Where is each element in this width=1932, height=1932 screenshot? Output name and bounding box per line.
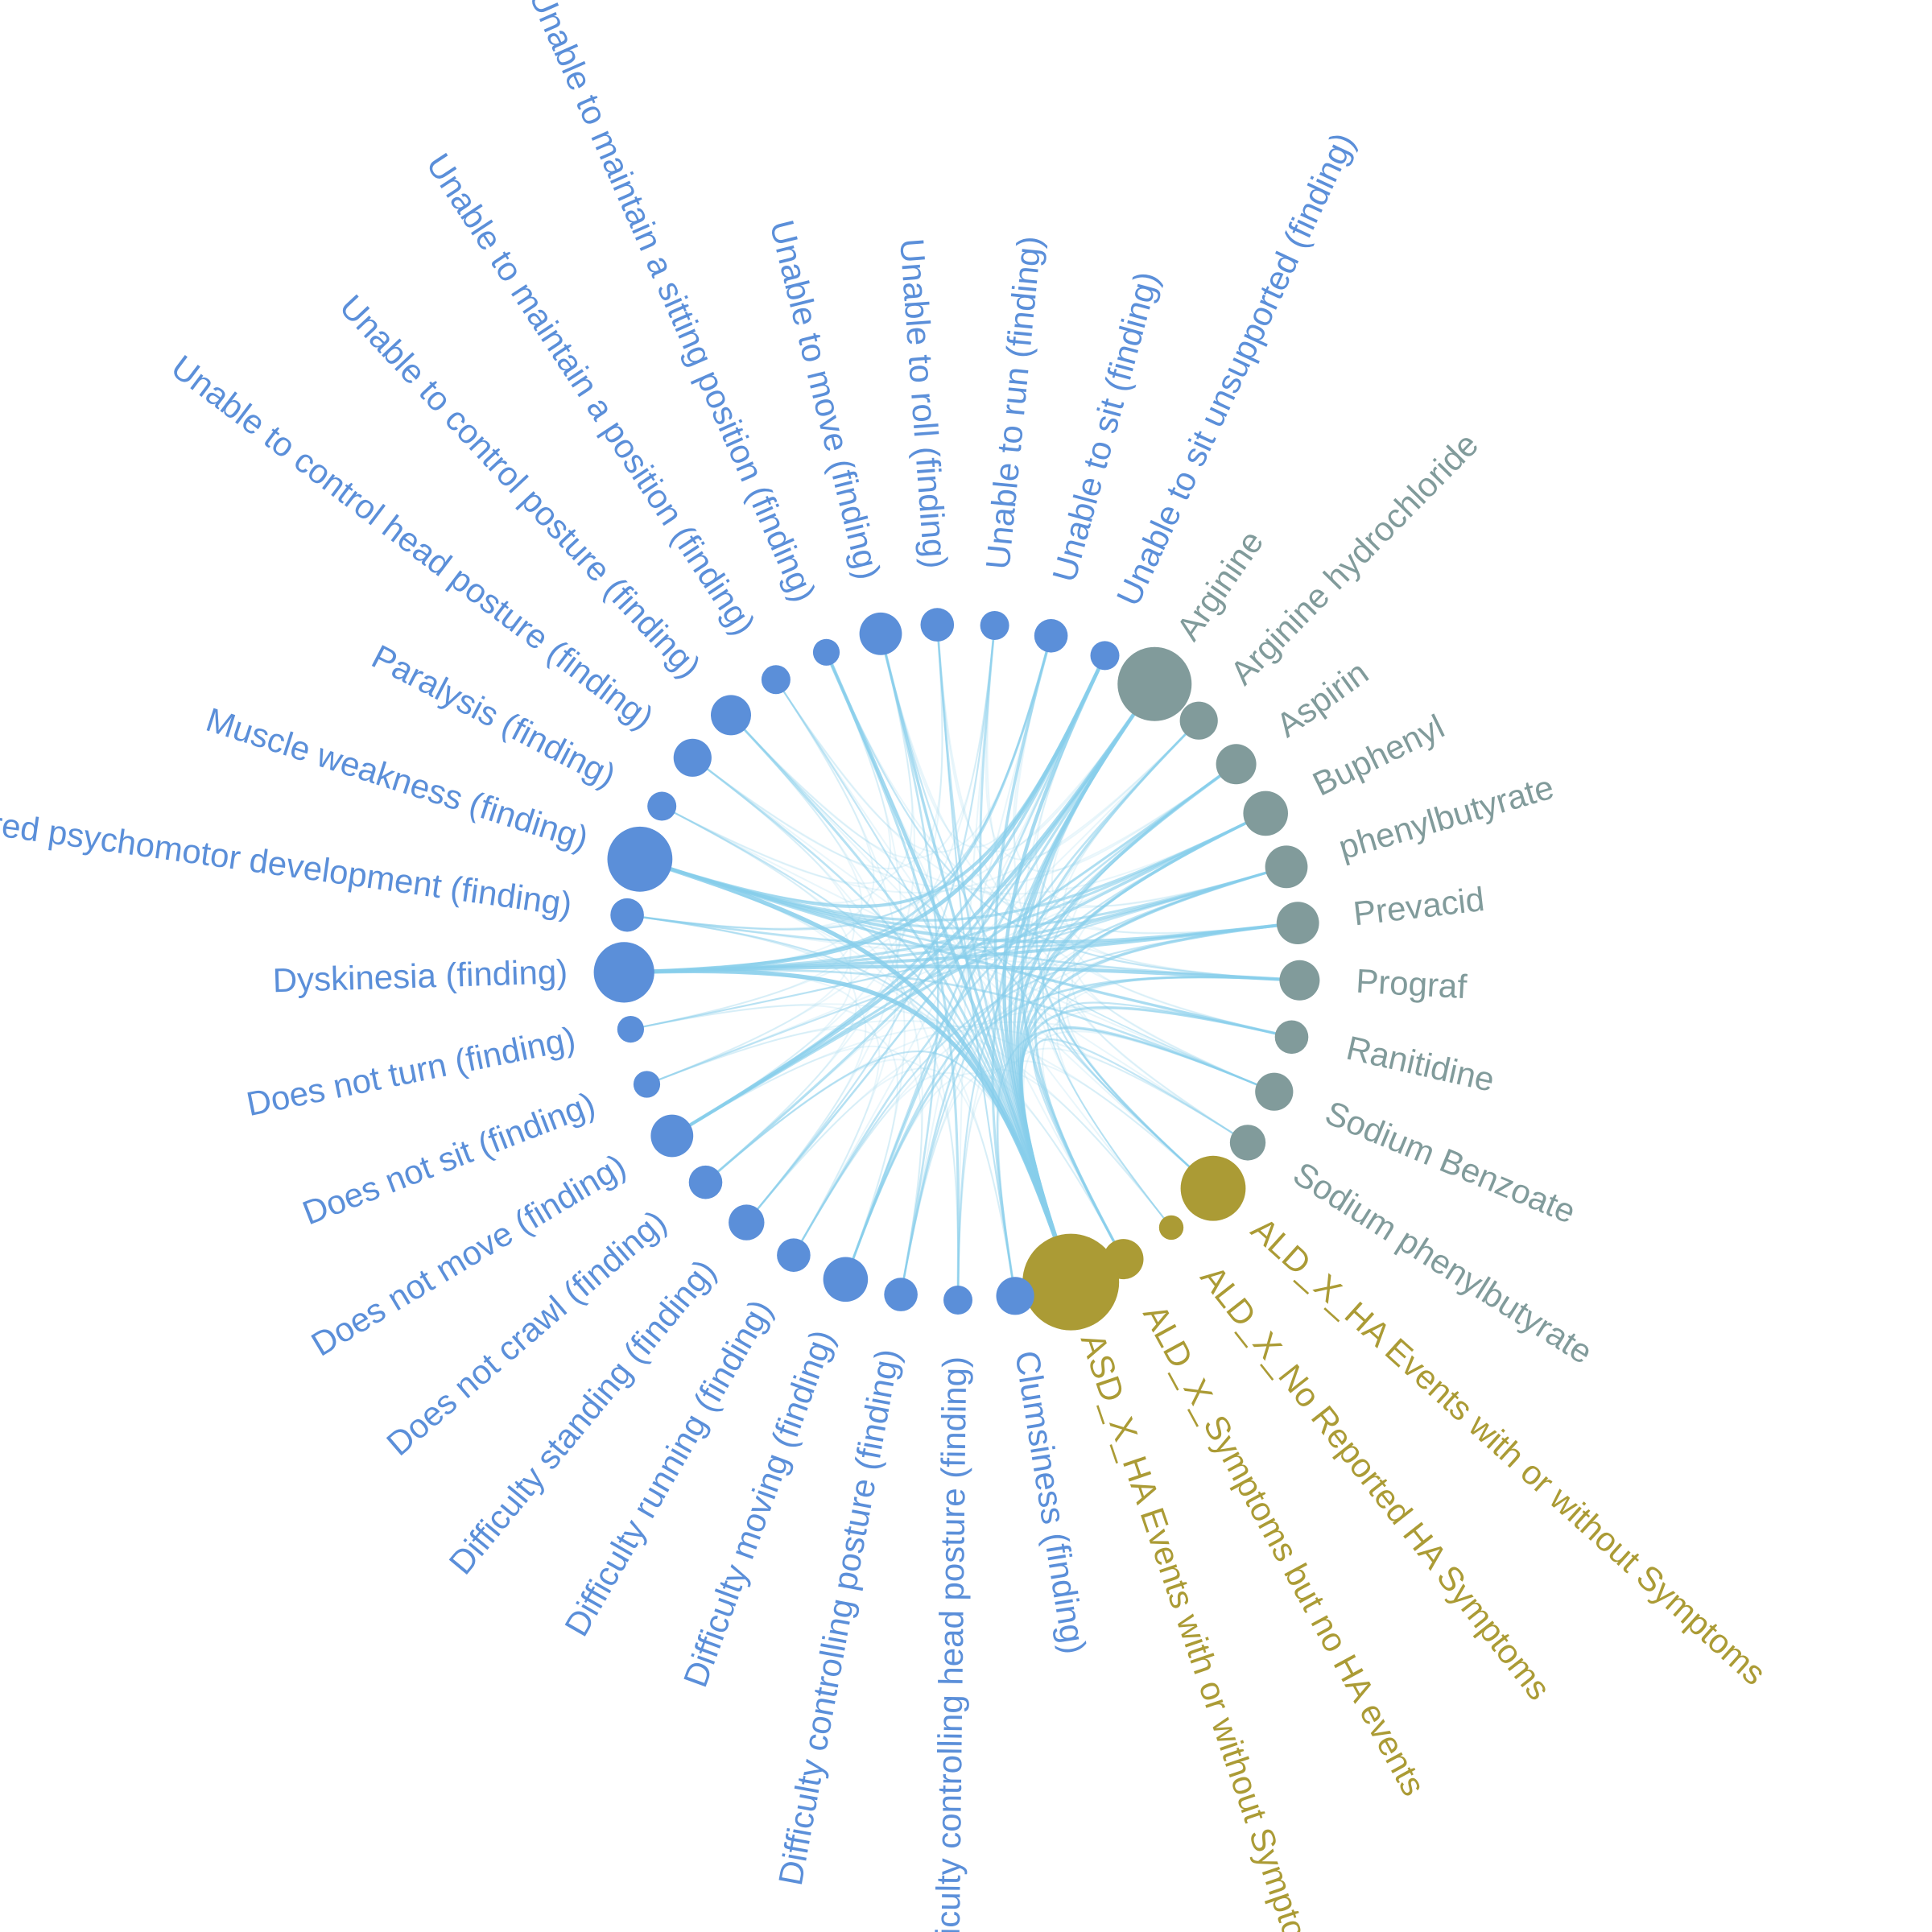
node-unable_move[interactable]: [859, 612, 902, 655]
chord-link-faint: [775, 679, 1287, 909]
chord-link-ald_ha_events-ranitidine: [1058, 1001, 1293, 1190]
node-unable_roll[interactable]: [920, 608, 955, 642]
node-diff_standing[interactable]: [729, 1204, 765, 1241]
chord-link-faint: [745, 1067, 1017, 1296]
chord-link-faint: [671, 625, 943, 1137]
node-diff_head_posture[interactable]: [943, 1286, 972, 1315]
node-buphenyl[interactable]: [1243, 791, 1288, 836]
node-arginine_hcl[interactable]: [1179, 701, 1218, 740]
node-ranitidine[interactable]: [1274, 1020, 1309, 1055]
chord-link-faint: [691, 757, 923, 1295]
node-paralysis[interactable]: [647, 791, 677, 821]
chord-link-faint: [661, 634, 914, 885]
node-unable_sit[interactable]: [1034, 619, 1068, 653]
chord-link-unable_posture-sodium_benzoate: [730, 714, 1275, 1093]
chord-link-diff_moving-arginine: [844, 683, 1156, 1281]
link-layer: [621, 623, 1302, 1302]
node-label-diff_head_posture: Difficulty controlling head posture (fin…: [928, 1356, 973, 1932]
node-label-buphenyl: Buphenyl: [1307, 707, 1450, 803]
chord-link-asd_ha_events-sodium_benzoate: [1018, 1026, 1276, 1283]
node-unable_sitting_position[interactable]: [812, 638, 840, 666]
node-unable_position[interactable]: [761, 665, 791, 695]
node-arginine[interactable]: [1117, 646, 1192, 721]
chord-link-ald_ha_events-phenylbutyrate: [1058, 865, 1288, 1190]
node-unable_sit_unsupported[interactable]: [1090, 641, 1120, 671]
node-label-dyskinesia: Dyskinesia (finding): [272, 952, 568, 999]
node-unable_run[interactable]: [980, 611, 1009, 640]
node-diff_running[interactable]: [777, 1238, 811, 1272]
chord-link-ald_symptoms_no_events-sodium_phenylbutyrate: [1032, 1038, 1249, 1261]
node-label-ranitidine: Ranitidine: [1343, 1029, 1498, 1099]
node-impaired_psychomotor[interactable]: [610, 898, 644, 932]
chord-link-faint: [730, 625, 996, 859]
node-dyskinesia[interactable]: [593, 942, 654, 1003]
node-diff_moving[interactable]: [823, 1257, 869, 1302]
node-label-prevacid: Prevacid: [1352, 880, 1487, 933]
chord-link-faint: [661, 720, 1199, 894]
node-unable_posture[interactable]: [711, 695, 751, 736]
node-phenylbutyrate[interactable]: [1265, 845, 1308, 889]
chord-link-faint: [704, 634, 916, 1183]
node-no_sit[interactable]: [633, 1071, 661, 1098]
node-prograf[interactable]: [1279, 960, 1320, 1001]
chord-link-faint: [936, 625, 1292, 1038]
chord-link-faint: [630, 757, 855, 1030]
node-label-prograf: Prograf: [1355, 962, 1468, 1005]
node-no_move[interactable]: [650, 1114, 694, 1158]
chord-link-ald_no_reported-aspirin: [1042, 763, 1237, 1228]
node-label-clumsiness: Clumsiness (finding): [1008, 1348, 1093, 1657]
chord-link-faint: [630, 1004, 881, 1256]
node-label-unable_roll: Unable to roll (finding): [893, 237, 955, 570]
node-unable_head_posture[interactable]: [673, 738, 712, 777]
chord-link-dyskinesia-buphenyl: [622, 811, 1267, 974]
chord-link-ald_symptoms_no_events-buphenyl: [1034, 811, 1267, 1261]
node-no_crawl[interactable]: [688, 1165, 723, 1199]
node-asd_ha_events[interactable]: [1022, 1233, 1120, 1331]
node-no_turn[interactable]: [617, 1016, 645, 1043]
chord-link-diff_running-aspirin: [792, 763, 1237, 1257]
node-label-arginine_hcl: Arginine hydrochloride: [1223, 425, 1485, 691]
chord-link-dyskinesia-sodium_benzoate: [622, 968, 1276, 1093]
node-sodium_phenylbutyrate[interactable]: [1229, 1125, 1266, 1161]
node-diff_posture[interactable]: [884, 1278, 918, 1311]
chord-link-unable_sitting_position-prograf: [825, 651, 1301, 981]
node-layer: [593, 608, 1320, 1331]
node-aspirin[interactable]: [1216, 744, 1257, 785]
node-clumsiness[interactable]: [996, 1277, 1034, 1315]
node-label-phenylbutyrate: phenylbutyrate: [1335, 768, 1558, 867]
node-ald_no_reported[interactable]: [1158, 1215, 1184, 1241]
chord-link-faint: [775, 679, 899, 1256]
chord-link-no_crawl-asd_ha_events: [704, 1050, 1072, 1283]
node-label-arginine: Arginine: [1169, 523, 1270, 646]
node-sodium_benzoate[interactable]: [1255, 1072, 1294, 1111]
node-prevacid[interactable]: [1276, 902, 1319, 944]
node-ald_ha_events[interactable]: [1180, 1155, 1246, 1221]
node-label-aspirin: Aspirin: [1269, 653, 1376, 744]
node-label-unable_run: Unable to run (finding): [979, 234, 1049, 571]
chord-link-faint: [646, 1027, 898, 1280]
chord-link-faint: [745, 651, 902, 1224]
node-muscle_weakness[interactable]: [607, 826, 673, 892]
chord-link-faint: [691, 625, 943, 869]
